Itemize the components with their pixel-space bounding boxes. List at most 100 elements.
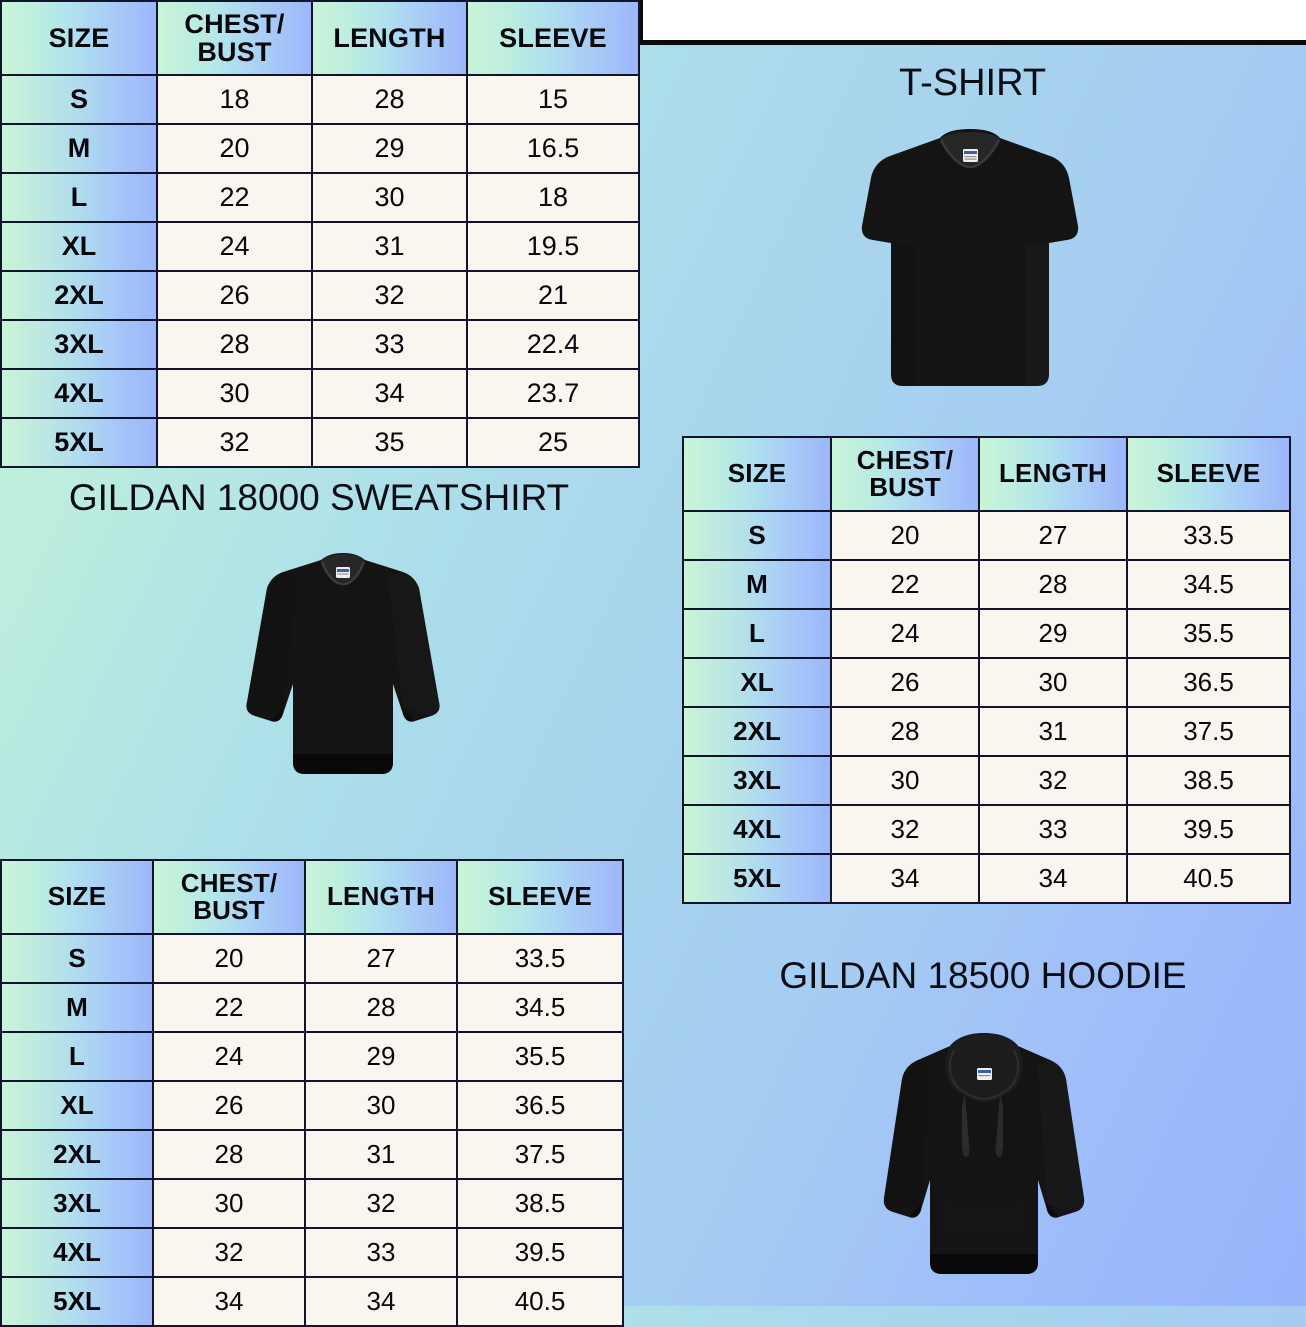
row-size-label: 4XL (682, 804, 832, 855)
chest-line-2: BUST (197, 37, 272, 67)
hoodie-size-table-right: SIZE CHEST/ BUST LENGTH SLEEVE S 20 27 33.5… (682, 436, 1291, 904)
table-row: 4XL 32 33 39.5 (0, 1227, 624, 1278)
tshirt-section-title: T-SHIRT (898, 62, 1047, 104)
row-size-label: XL (0, 221, 158, 272)
table-row: 4XL 32 33 39.5 (682, 804, 1291, 855)
cell-sleeve: 21 (466, 270, 640, 321)
cell-length: 27 (978, 510, 1128, 561)
row-size-label: 3XL (0, 1178, 154, 1229)
cell-chest: 28 (152, 1129, 306, 1180)
row-size-label: M (682, 559, 832, 610)
cell-chest: 34 (152, 1276, 306, 1327)
cell-length: 33 (304, 1227, 458, 1278)
cell-sleeve: 33.5 (456, 933, 624, 984)
cell-length: 33 (978, 804, 1128, 855)
chest-line-1: CHEST/ (856, 444, 954, 475)
column-header-size: SIZE (0, 859, 154, 935)
cell-chest: 20 (830, 510, 980, 561)
cell-length: 31 (978, 706, 1128, 757)
cell-chest: 20 (152, 933, 306, 984)
chest-line-1: CHEST/ (184, 8, 285, 39)
table-row: XL 24 31 19.5 (0, 221, 640, 272)
cell-length: 32 (978, 755, 1128, 806)
cell-length: 34 (304, 1276, 458, 1327)
row-size-label: S (682, 510, 832, 561)
cell-length: 28 (311, 74, 468, 125)
cell-sleeve: 19.5 (466, 221, 640, 272)
cell-sleeve: 23.7 (466, 368, 640, 419)
top-white-strip (639, 0, 1306, 40)
cell-chest: 34 (830, 853, 980, 904)
cell-length: 33 (311, 319, 468, 370)
table-header-row: SIZE CHEST/ BUST LENGTH SLEEVE (0, 859, 624, 935)
cell-sleeve: 34.5 (1126, 559, 1291, 610)
row-size-label: 2XL (682, 706, 832, 757)
cell-length: 34 (978, 853, 1128, 904)
cell-sleeve: 38.5 (1126, 755, 1291, 806)
table-row: 2XL 28 31 37.5 (0, 1129, 624, 1180)
top-black-rule (639, 40, 1306, 45)
column-header-length: LENGTH (311, 0, 468, 76)
cell-length: 29 (304, 1031, 458, 1082)
cell-sleeve: 40.5 (456, 1276, 624, 1327)
row-size-label: S (0, 74, 158, 125)
column-header-length: LENGTH (978, 436, 1128, 512)
cell-sleeve: 38.5 (456, 1178, 624, 1229)
cell-chest: 28 (830, 706, 980, 757)
cell-chest: 22 (830, 559, 980, 610)
column-header-size: SIZE (682, 436, 832, 512)
table-row: 5XL 34 34 40.5 (0, 1276, 624, 1327)
cell-length: 27 (304, 933, 458, 984)
cell-length: 31 (304, 1129, 458, 1180)
cell-chest: 26 (830, 657, 980, 708)
cell-sleeve: 36.5 (1126, 657, 1291, 708)
row-size-label: M (0, 123, 158, 174)
cell-sleeve: 22.4 (466, 319, 640, 370)
column-header-size: SIZE (0, 0, 158, 76)
cell-chest: 24 (152, 1031, 306, 1082)
row-size-label: L (0, 1031, 154, 1082)
cell-chest: 32 (830, 804, 980, 855)
cell-sleeve: 34.5 (456, 982, 624, 1033)
row-size-label: XL (0, 1080, 154, 1131)
cell-sleeve: 33.5 (1126, 510, 1291, 561)
cell-chest: 24 (830, 608, 980, 659)
cell-sleeve: 16.5 (466, 123, 640, 174)
row-size-label: 4XL (0, 368, 158, 419)
table-row: L 24 29 35.5 (0, 1031, 624, 1082)
cell-chest: 22 (156, 172, 313, 223)
cell-sleeve: 15 (466, 74, 640, 125)
table-row: 3XL 28 33 22.4 (0, 319, 640, 370)
row-size-label: 5XL (682, 853, 832, 904)
table-row: XL 26 30 36.5 (682, 657, 1291, 708)
table-row: M 22 28 34.5 (0, 982, 624, 1033)
table-row: S 20 27 33.5 (0, 933, 624, 984)
cell-sleeve: 37.5 (456, 1129, 624, 1180)
cell-chest: 26 (156, 270, 313, 321)
cell-sleeve: 25 (466, 417, 640, 468)
row-size-label: 4XL (0, 1227, 154, 1278)
cell-length: 29 (311, 123, 468, 174)
row-size-label: L (0, 172, 158, 223)
cell-sleeve: 35.5 (1126, 608, 1291, 659)
table-row: 3XL 30 32 38.5 (682, 755, 1291, 806)
table-row: L 24 29 35.5 (682, 608, 1291, 659)
row-size-label: M (0, 982, 154, 1033)
cell-length: 28 (304, 982, 458, 1033)
column-header-sleeve: SLEEVE (1126, 436, 1291, 512)
cell-sleeve: 39.5 (456, 1227, 624, 1278)
row-size-label: 3XL (0, 319, 158, 370)
table-row: S 18 28 15 (0, 74, 640, 125)
t-shirt-icon (861, 129, 1079, 386)
cell-sleeve: 39.5 (1126, 804, 1291, 855)
table-row: 5XL 32 35 25 (0, 417, 640, 468)
sweatshirt-section-title: GILDAN 18000 SWEATSHIRT (68, 477, 570, 518)
row-size-label: L (682, 608, 832, 659)
cell-sleeve: 36.5 (456, 1080, 624, 1131)
row-size-label: 5XL (0, 417, 158, 468)
cell-length: 30 (978, 657, 1128, 708)
table-row: 3XL 30 32 38.5 (0, 1178, 624, 1229)
cell-chest: 28 (156, 319, 313, 370)
hoodie-image (878, 1030, 1090, 1295)
cell-length: 32 (311, 270, 468, 321)
